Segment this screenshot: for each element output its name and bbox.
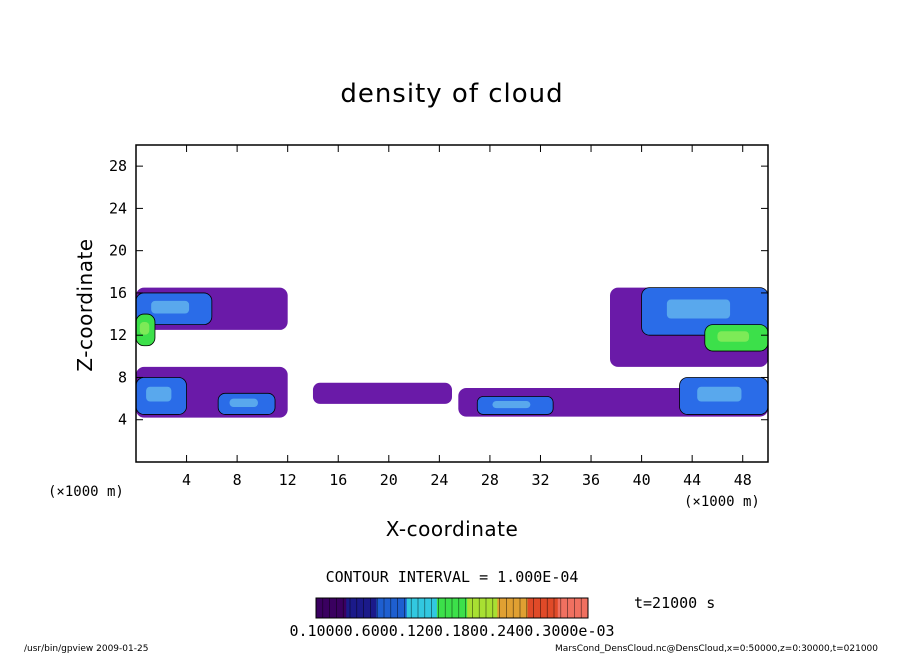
plot-frame [135,144,769,463]
y-tick-label: 16 [109,284,127,302]
y-tick-label: 8 [118,368,127,386]
cloud-core-left-lower-core [146,386,172,402]
y-axis-ticks: 4 8 12 16 20 24 28 [109,157,768,429]
y-tick-label: 20 [109,242,127,260]
cloud-core-right-lower-core2 [697,386,742,402]
y-axis-label: Z-coordinate [73,238,97,371]
cloud-region-middle-thin-layer [312,382,452,404]
contour-lower-core-8km [217,392,276,415]
colorbar-swatch [316,598,347,618]
x-tick-label: 16 [329,471,347,489]
footer-left: /usr/bin/gpview 2009-01-25 [24,644,148,654]
x-tick-label: 36 [582,471,600,489]
cloud-core-right-lower-core [492,400,531,409]
contour-right-lower-core2 [679,377,768,415]
cloud-regions [136,287,768,418]
cloud-core-right-upper-core [666,299,731,319]
contour-left-lower-core [136,377,187,415]
x-tick-label: 28 [481,471,499,489]
y-tick-label: 28 [109,157,127,175]
contour-left-upper-core [136,292,213,326]
x-axis-ticks: 4 8 12 16 20 24 28 32 36 40 44 48 [182,145,752,489]
contour-right-lower-core [476,396,554,415]
cloud-core-left-green-patch [139,321,150,335]
chart-title: density of cloud [340,79,563,109]
cloud-core-left-upper-core [151,300,190,314]
colorbar-swatch [346,598,377,618]
x-tick-label: 32 [531,471,549,489]
footer-right: MarsCond_DensCloud.nc@DensCloud,x=0:5000… [555,644,878,654]
contour-left-green-patch [136,313,156,347]
colorbar-swatch [376,598,408,618]
x-tick-label: 24 [430,471,448,489]
x-tick-label: 4 [182,471,191,489]
colorbar-swatch [467,598,498,618]
y-tick-label: 12 [109,326,127,344]
x-unit-left: (×1000 m) [48,484,124,500]
colorbar-swatch [527,598,559,618]
cloud-core-right-green-patch [717,331,750,342]
x-tick-label: 44 [683,471,701,489]
colorbar-swatch [406,598,438,618]
colorbar-swatch [557,598,589,618]
x-tick-label: 12 [279,471,297,489]
x-tick-label: 8 [233,471,242,489]
colorbar-frame [315,597,589,619]
cloud-core-lower-core-8km [229,398,258,408]
x-unit-right: (×1000 m) [684,494,760,510]
x-tick-label: 20 [380,471,398,489]
x-tick-label: 48 [734,471,752,489]
y-tick-label: 4 [118,411,127,429]
x-tick-label: 40 [633,471,651,489]
colorbar-swatch [497,598,529,618]
y-tick-label: 24 [109,199,127,217]
colorbar-values: 0.10000.6000.1200.1800.2400.3000e-03 [289,622,614,640]
time-label: t=21000 s [634,594,715,612]
contour-interval: CONTOUR INTERVAL = 1.000E-04 [326,568,579,586]
x-axis-label: X-coordinate [386,517,519,541]
colorbar [316,598,589,618]
